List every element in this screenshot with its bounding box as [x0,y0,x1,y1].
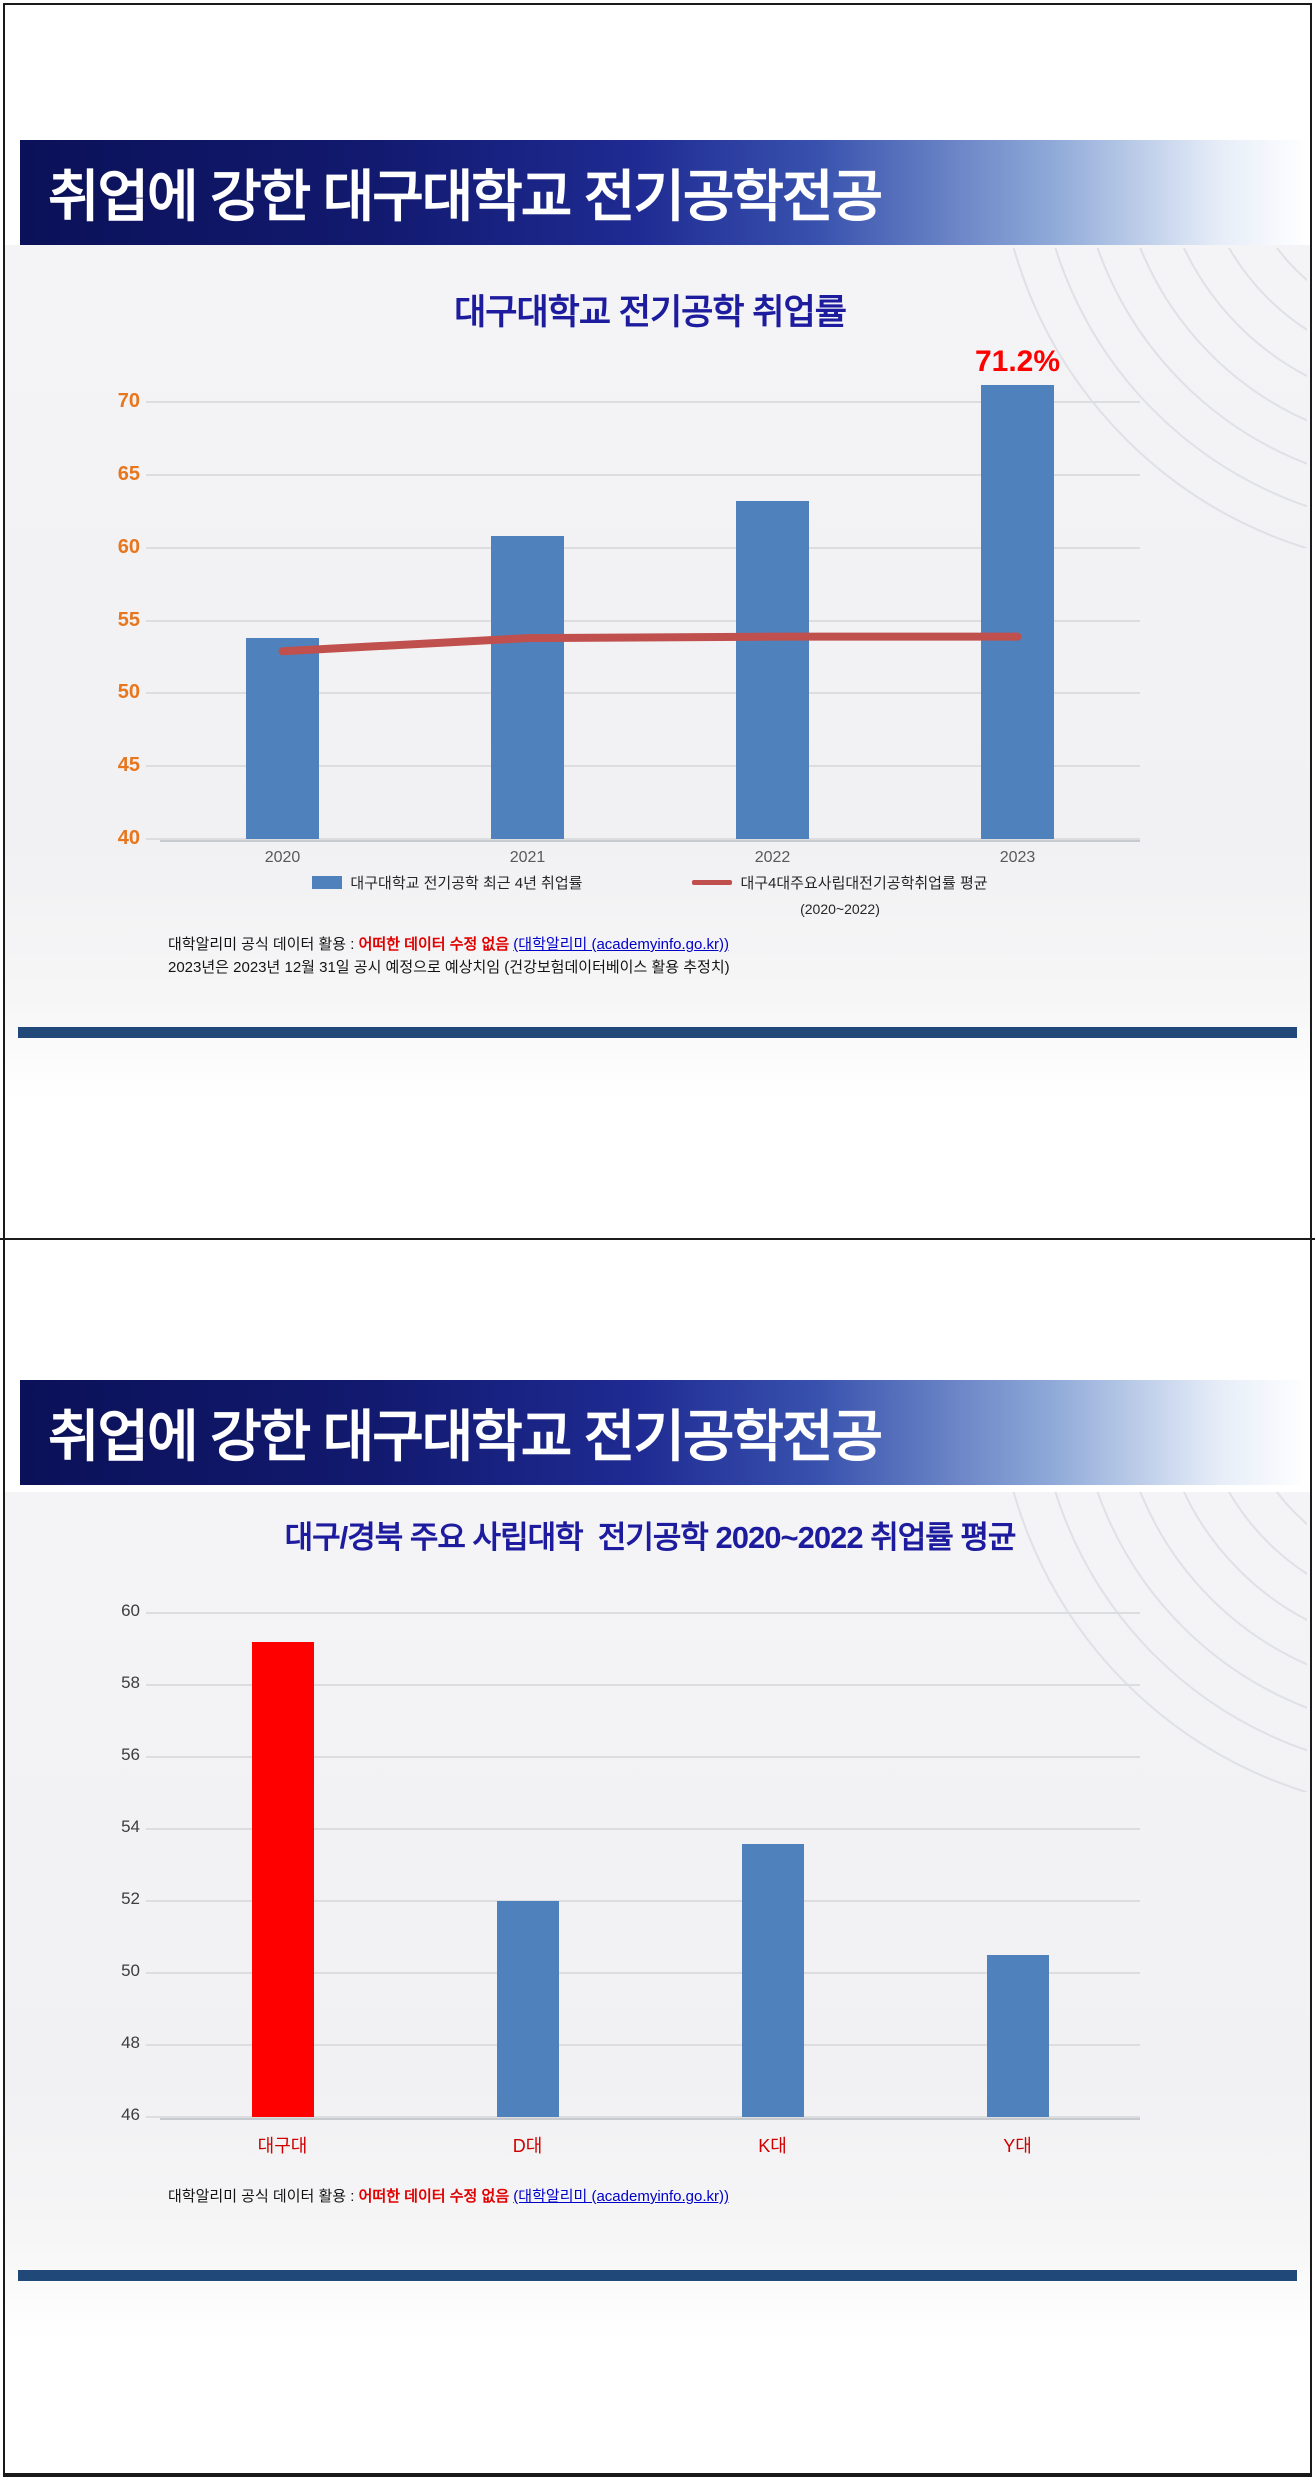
slide-1-body-background [5,245,1310,1100]
slide-1-header-banner: 취업에 강한 대구대학교 전기공학전공 [20,140,1309,245]
bar-2022 [736,501,809,839]
line-series-label: 대구4대주요사립대전기공학취업률 평균 [740,875,988,892]
y-axis-tick-label: 55 [117,608,140,631]
y-axis-tick-label: 48 [121,2033,140,2053]
y-axis-tick-label: 50 [117,681,140,704]
bar-series-swatch [312,876,343,889]
gridline [146,474,1140,477]
slide-2-header-banner: 취업에 강한 대구대학교 전기공학전공 [20,1380,1309,1485]
x-axis-label-대구대: 대구대 [257,2136,308,2156]
gridline [146,1828,1140,1831]
y-axis-tick-label: 45 [117,754,140,777]
slide-2-body-background [5,1492,1310,2340]
x-axis-label-2020: 2020 [264,849,301,866]
bar-대구대 [251,1642,314,2117]
slide-1: 취업에 강한 대구대학교 전기공학전공 대구대학교 전기공학 취업률 40 45 5… [0,140,1315,1240]
footnote-prefix: 대학알리미 공식 데이터 활용 : [168,2188,359,2205]
slide-2-header-title: 취업에 강한 대구대학교 전기공학전공 [48,1405,883,1468]
gridline [146,2116,1140,2118]
gridline [146,401,1140,404]
line-series [278,632,1022,656]
bar-Y대 [986,1955,1049,2117]
y-axis-tick-label: 56 [121,1745,140,1765]
bar-2023 [981,384,1054,839]
bar-D대 [496,1901,559,2117]
bar-2020 [246,638,319,839]
y-axis-tick-label: 60 [117,535,140,558]
legend-item-line-series: 대구4대주요사립대전기공학취업률 평균 (2020~2022) [692,872,988,917]
bar-series-label: 대구대학교 전기공학 최근 4년 취업률 [350,875,583,892]
x-axis-label-K대: K대 [758,2136,787,2156]
slide-2-chart-title: 대구/경북 주요 사립대학 전기공학 2020~2022 취업률 평균 [284,1520,1017,1555]
y-axis-tick-label: 50 [121,1961,140,1981]
y-axis-tick-label: 46 [121,2105,140,2124]
bar-K대 [741,1843,804,2117]
footnote-highlight: 어떠한 데이터 수정 없음 [358,2188,510,2205]
academyinfo-link[interactable]: (대학알리미 (academyinfo.go.kr)) [513,2188,730,2205]
slide-2-bottom-divider-bar [18,2270,1297,2281]
slide-1-header-title: 취업에 강한 대구대학교 전기공학전공 [48,165,883,228]
gridline [146,1612,1140,1615]
gridline [146,1972,1140,1975]
y-axis-tick-label: 60 [121,1601,140,1621]
footnote-line2: 2023년은 2023년 12월 31일 공시 예정으로 예상치임 (건강보험데… [168,959,730,976]
y-axis-tick-label: 65 [117,463,140,486]
gridline [146,692,1140,695]
y-axis-tick-label: 54 [121,1817,140,1837]
gridline [146,765,1140,768]
slide-2-chart-plot-area: 46 48 50 52 54 56 58 60 [121,1599,1140,2124]
bar-value-label: 71.2% [974,344,1061,378]
slide-2: 취업에 강한 대구대학교 전기공학전공 대구/경북 주요 사립대학 전기공학 2… [0,1240,1315,2480]
slide-1-legend: 대구대학교 전기공학 최근 4년 취업률 대구4대주요사립대전기공학취업률 평균… [160,872,1140,917]
y-axis-tick-label: 52 [121,1889,140,1909]
gridline [146,838,1140,840]
slide-1-bottom-divider-bar [18,1027,1297,1038]
x-axis-label-2022: 2022 [754,849,791,866]
legend-item-bar-series: 대구대학교 전기공학 최근 4년 취업률 [312,872,582,893]
gridline [146,619,1140,622]
gridline [146,1900,1140,1903]
bar-2021 [491,536,564,839]
x-axis-label-D대: D대 [512,2136,543,2156]
x-axis-label-Y대: Y대 [1003,2136,1032,2156]
y-axis-tick-label: 40 [117,827,140,849]
gridline [146,2044,1140,2047]
academyinfo-link[interactable]: (대학알리미 (academyinfo.go.kr)) [513,936,730,953]
gridline [146,546,1140,549]
x-axis-label-2023: 2023 [999,849,1036,866]
footnote-prefix: 대학알리미 공식 데이터 활용 : [168,936,359,953]
x-axis-label-2021: 2021 [509,849,546,866]
slide-1-chart-plot-area: 40 45 50 55 60 65 70 71.2% [118,345,1140,849]
slide-1-chart-title: 대구대학교 전기공학 취업률 [454,293,847,332]
gridline [146,1684,1140,1687]
slide-2-x-axis: 대구대 D대 K대 Y대 [160,2132,1140,2158]
y-axis-tick-label: 58 [121,1673,140,1693]
y-axis-tick-label: 70 [117,390,140,413]
slide-1-footnote: 대학알리미 공식 데이터 활용 : 어떠한 데이터 수정 없음 (대학알리미 (… [168,933,730,979]
gridline [146,1756,1140,1759]
footnote-highlight: 어떠한 데이터 수정 없음 [358,936,510,953]
line-series-sublabel: (2020~2022) [800,901,880,917]
line-series-swatch [692,880,733,885]
slide-1-x-axis: 2020 2021 2022 2023 [160,849,1140,867]
slide-2-footnote: 대학알리미 공식 데이터 활용 : 어떠한 데이터 수정 없음 (대학알리미 (… [168,2185,729,2208]
